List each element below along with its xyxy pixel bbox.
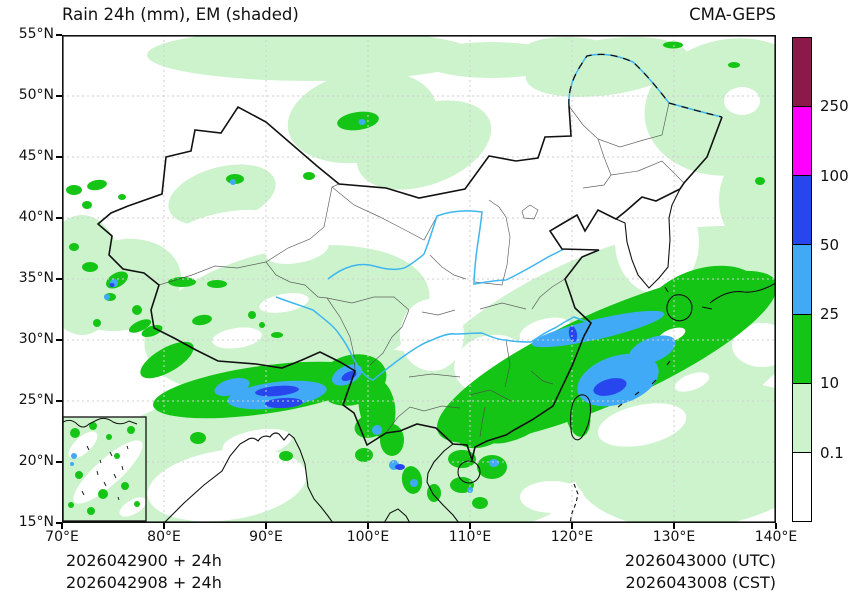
province-borders: [158, 102, 685, 438]
colorbar: [792, 37, 812, 522]
x-tick-label: 100°E: [346, 529, 390, 545]
plot-title: Rain 24h (mm), EM (shaded): [62, 5, 299, 24]
colorbar-tick-label: 50: [820, 235, 840, 254]
honshu-coast: [709, 282, 776, 304]
indochina-coast: [426, 443, 460, 523]
south-china-sea-inset: [62, 416, 147, 522]
y-tick-label: 30°N: [18, 331, 54, 347]
x-tick-mark: [163, 523, 165, 529]
colorbar-tick-label: 100: [820, 166, 849, 185]
y-tick-label: 15°N: [18, 514, 54, 530]
x-tick-label: 70°E: [45, 529, 79, 545]
inset-rain-patches: [68, 422, 140, 515]
y-tick-mark: [56, 95, 62, 97]
shikoku-mark: [701, 306, 713, 310]
x-tick-mark: [265, 523, 267, 529]
colorbar-segment: [793, 314, 811, 384]
rain-layer-50-100mm: [109, 283, 627, 470]
plot-frame: [62, 35, 776, 523]
colorbar-tick-label: 250: [820, 97, 849, 116]
y-tick-mark: [56, 217, 62, 219]
foreign-coastlines: [163, 188, 776, 523]
nine-dash-line: [81, 445, 129, 501]
india-bengal-coast: [163, 432, 334, 523]
y-tick-mark: [56, 461, 62, 463]
luzon-coast: [569, 483, 579, 523]
x-tick-mark: [61, 523, 63, 529]
y-tick-label: 45°N: [18, 148, 54, 164]
colorbar-segment: [793, 38, 811, 108]
valid-time-cst: 2026043008 (CST): [625, 573, 776, 592]
y-tick-mark: [56, 156, 62, 158]
taiwan-coast: [570, 394, 592, 441]
x-tick-mark: [469, 523, 471, 529]
thai-gulf-coast: [383, 508, 411, 523]
x-tick-mark: [367, 523, 369, 529]
y-tick-label: 20°N: [18, 453, 54, 469]
x-tick-label: 140°E: [754, 529, 798, 545]
x-tick-label: 120°E: [550, 529, 594, 545]
colorbar-tick-label: 10: [820, 374, 840, 393]
y-tick-label: 55°N: [18, 26, 54, 42]
korea-coast: [615, 188, 681, 289]
dry-holes-layer: [147, 87, 776, 522]
y-tick-label: 40°N: [18, 209, 54, 225]
tsushima-mark: [664, 286, 669, 293]
colorbar-segment: [793, 245, 811, 315]
x-tick-label: 80°E: [147, 529, 181, 545]
graticule: [62, 35, 776, 523]
colorbar-segment: [793, 176, 811, 246]
x-tick-mark: [673, 523, 675, 529]
init-time-cst: 2026042908 + 24h: [66, 573, 222, 592]
colorbar-segment: [793, 383, 811, 453]
rain-layer-10-25mm: [66, 41, 776, 509]
colorbar-segment: [793, 107, 811, 177]
x-tick-mark: [775, 523, 777, 529]
y-tick-mark: [56, 522, 62, 524]
y-tick-label: 35°N: [18, 270, 54, 286]
x-tick-label: 130°E: [652, 529, 696, 545]
valid-time-utc: 2026043000 (UTC): [624, 551, 776, 570]
x-tick-label: 110°E: [448, 529, 492, 545]
y-tick-mark: [56, 339, 62, 341]
y-tick-label: 25°N: [18, 392, 54, 408]
y-tick-mark: [56, 400, 62, 402]
init-time-utc: 2026042900 + 24h: [66, 551, 222, 570]
yellow-river: [327, 210, 565, 285]
china-border: [96, 105, 723, 463]
y-tick-label: 50°N: [18, 87, 54, 103]
amur-border-dashes: [568, 53, 723, 118]
y-tick-mark: [56, 278, 62, 280]
hainan-coast: [457, 460, 481, 484]
colorbar-segment: [793, 452, 811, 521]
y-tick-mark: [56, 34, 62, 36]
kyushu-coast: [666, 294, 693, 322]
map-canvas: [62, 35, 776, 523]
x-tick-mark: [571, 523, 573, 529]
yangtze-river: [275, 296, 591, 381]
colorbar-tick-label: 25: [820, 305, 840, 324]
colorbar-tick-label: 0.1: [820, 443, 844, 462]
model-name-label: CMA-GEPS: [689, 5, 776, 24]
ryukyu-islands: [617, 360, 671, 408]
x-tick-label: 90°E: [249, 529, 283, 545]
